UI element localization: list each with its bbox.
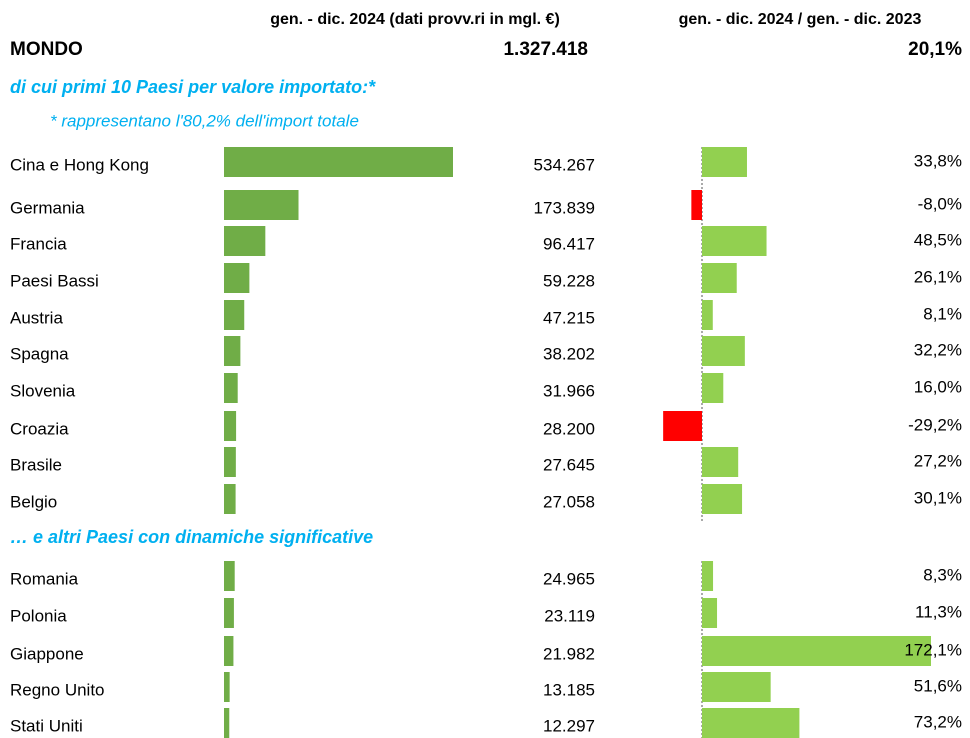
change-bar — [691, 190, 702, 220]
change-bar — [702, 373, 724, 403]
country-name: Brasile — [10, 455, 62, 474]
country-name: Francia — [10, 234, 67, 253]
change-label: 51,6% — [914, 676, 962, 695]
section-title: di cui primi 10 Paesi per valore importa… — [10, 77, 376, 97]
value-bar — [224, 708, 230, 738]
change-label: 30,1% — [914, 488, 962, 507]
value-label: 24.965 — [543, 569, 595, 588]
value-label: 534.267 — [534, 155, 595, 174]
value-label: 21.982 — [543, 644, 595, 663]
change-label: 48,5% — [914, 230, 962, 249]
change-label: 27,2% — [914, 451, 962, 470]
change-bar — [702, 598, 718, 628]
change-label: 11,3% — [915, 602, 962, 621]
value-bar — [224, 263, 250, 293]
header-value: gen. - dic. 2024 (dati provv.ri in mgl. … — [270, 11, 560, 28]
value-label: 59.228 — [543, 271, 595, 290]
change-bar — [663, 411, 702, 441]
value-bar — [224, 672, 230, 702]
value-bar — [224, 447, 236, 477]
change-label: -8,0% — [918, 194, 962, 213]
change-label: 8,3% — [923, 565, 962, 584]
value-bar — [224, 561, 235, 591]
value-label: 13.185 — [543, 680, 595, 699]
country-name: Germania — [10, 198, 85, 217]
value-label: 27.645 — [543, 455, 595, 474]
world-change: 20,1% — [908, 39, 962, 60]
value-label: 38.202 — [543, 344, 595, 363]
change-bar — [702, 447, 739, 477]
change-label: 73,2% — [914, 712, 962, 731]
country-name: Belgio — [10, 492, 57, 511]
value-label: 173.839 — [534, 198, 595, 217]
world-value: 1.327.418 — [503, 39, 588, 60]
country-name: Slovenia — [10, 381, 76, 400]
section-title: … e altri Paesi con dinamiche significat… — [10, 527, 373, 547]
section-note: * rappresentano l'80,2% dell'import tota… — [50, 111, 359, 130]
value-bar — [224, 147, 453, 177]
change-bar — [702, 708, 800, 738]
change-bar — [702, 636, 931, 666]
change-label: 172,1% — [904, 640, 962, 659]
change-bar — [702, 561, 714, 591]
value-label: 12.297 — [543, 716, 595, 735]
value-bar — [224, 598, 234, 628]
change-label: 26,1% — [914, 267, 962, 286]
value-label: 96.417 — [543, 234, 595, 253]
country-name: Giappone — [10, 644, 84, 663]
country-name: Polonia — [10, 606, 67, 625]
value-bar — [224, 373, 238, 403]
country-name: Paesi Bassi — [10, 271, 99, 290]
change-label: -29,2% — [908, 415, 962, 434]
change-bar — [702, 484, 743, 514]
country-name: Cina e Hong Kong — [10, 155, 149, 174]
change-bar — [702, 672, 771, 702]
value-label: 31.966 — [543, 381, 595, 400]
change-bar — [702, 147, 747, 177]
value-bar — [224, 336, 241, 366]
value-bar — [224, 300, 245, 330]
country-name: Romania — [10, 569, 79, 588]
value-bar — [224, 636, 234, 666]
world-name: MONDO — [10, 39, 83, 60]
change-label: 16,0% — [914, 377, 962, 396]
change-bar — [702, 263, 737, 293]
value-label: 27.058 — [543, 492, 595, 511]
value-label: 28.200 — [543, 419, 595, 438]
change-label: 33,8% — [914, 151, 962, 170]
change-label: 8,1% — [923, 304, 962, 323]
country-name: Spagna — [10, 344, 69, 363]
value-label: 23.119 — [544, 606, 595, 625]
value-bar — [224, 411, 237, 441]
change-bar — [702, 226, 767, 256]
value-bar — [224, 226, 266, 256]
change-label: 32,2% — [914, 340, 962, 359]
country-name: Croazia — [10, 419, 69, 438]
country-name: Stati Uniti — [10, 716, 83, 735]
country-name: Austria — [10, 308, 63, 327]
header-change: gen. - dic. 2024 / gen. - dic. 2023 — [679, 11, 922, 28]
value-bar — [224, 484, 236, 514]
country-name: Regno Unito — [10, 680, 105, 699]
change-bar — [702, 336, 745, 366]
value-label: 47.215 — [543, 308, 595, 327]
value-bar — [224, 190, 299, 220]
change-bar — [702, 300, 713, 330]
